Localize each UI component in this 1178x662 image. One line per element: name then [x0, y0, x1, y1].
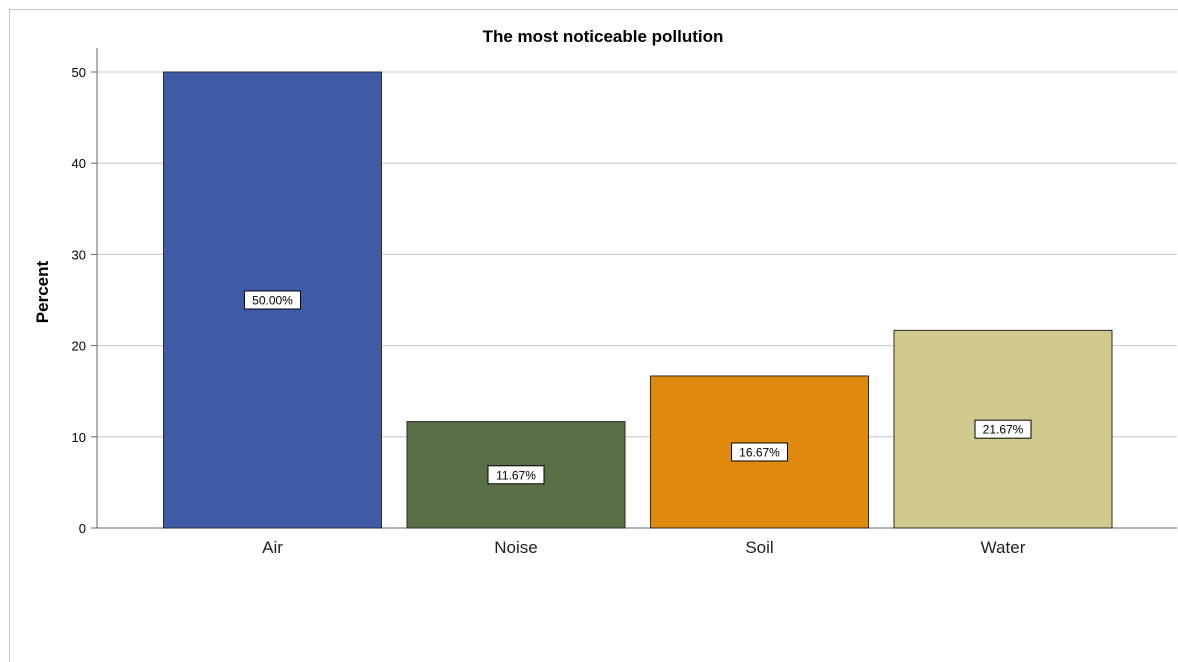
y-tick-label: 40 — [72, 156, 86, 171]
data-label: 50.00% — [252, 294, 293, 308]
y-tick-label: 50 — [72, 65, 86, 80]
data-label-box — [487, 465, 545, 485]
data-label-box — [244, 290, 301, 310]
data-label: 16.67% — [739, 445, 780, 459]
data-label-box — [974, 419, 1032, 439]
data-label: 11.67% — [496, 468, 536, 482]
y-tick-labels: 0 10 20 30 40 50 — [72, 65, 86, 536]
x-tick-label: Soil — [745, 538, 773, 557]
data-labels: 50.00% 11.67% 16.67% 21.67% — [244, 290, 1032, 485]
chart-title: The most noticeable pollution — [483, 27, 724, 46]
data-label: 21.67% — [983, 423, 1024, 437]
x-tick-label: Water — [981, 538, 1026, 557]
x-tick-labels: Air Noise Soil Water — [262, 538, 1026, 557]
y-tick-label: 10 — [72, 430, 86, 445]
x-tick-label: Air — [262, 538, 283, 557]
x-tick-label: Noise — [494, 538, 537, 557]
bars — [163, 71, 1113, 529]
y-tick-label: 0 — [79, 521, 86, 536]
y-tick-label: 20 — [72, 339, 86, 354]
data-label-box — [731, 442, 788, 462]
y-axis-label: Percent — [33, 260, 52, 323]
y-tick-label: 30 — [72, 247, 86, 262]
